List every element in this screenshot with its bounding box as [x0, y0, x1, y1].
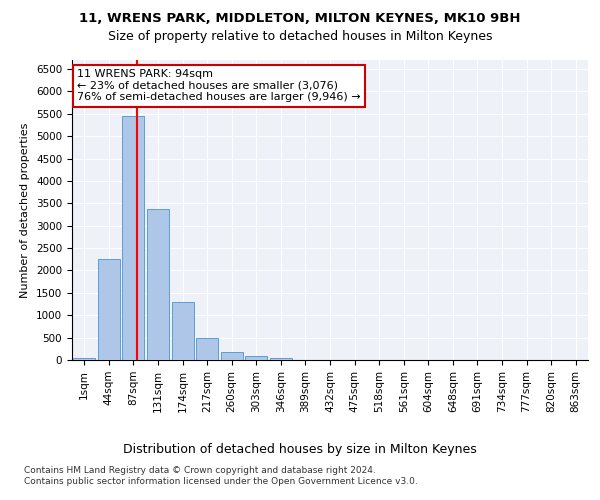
Bar: [73, 358, 95, 360]
Text: 11, WRENS PARK, MIDDLETON, MILTON KEYNES, MK10 9BH: 11, WRENS PARK, MIDDLETON, MILTON KEYNES…: [79, 12, 521, 26]
Bar: [147, 208, 169, 360]
Text: Contains HM Land Registry data © Crown copyright and database right 2024.: Contains HM Land Registry data © Crown c…: [24, 466, 376, 475]
Bar: [122, 116, 145, 360]
Bar: [196, 338, 218, 360]
Text: 11 WRENS PARK: 94sqm
← 23% of detached houses are smaller (3,076)
76% of semi-de: 11 WRENS PARK: 94sqm ← 23% of detached h…: [77, 69, 361, 102]
Text: Distribution of detached houses by size in Milton Keynes: Distribution of detached houses by size …: [123, 442, 477, 456]
Text: Size of property relative to detached houses in Milton Keynes: Size of property relative to detached ho…: [108, 30, 492, 43]
Bar: [245, 356, 268, 360]
Bar: [221, 352, 243, 360]
Y-axis label: Number of detached properties: Number of detached properties: [20, 122, 31, 298]
Bar: [98, 260, 120, 360]
Text: Contains public sector information licensed under the Open Government Licence v3: Contains public sector information licen…: [24, 478, 418, 486]
Bar: [270, 358, 292, 360]
Bar: [172, 302, 194, 360]
